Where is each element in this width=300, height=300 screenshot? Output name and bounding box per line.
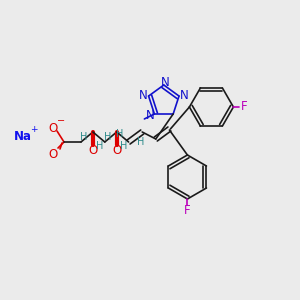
Text: H: H (96, 141, 103, 151)
Text: H: H (136, 137, 144, 147)
Text: N: N (180, 88, 188, 102)
Text: O: O (48, 148, 58, 160)
Text: N: N (139, 88, 148, 102)
Text: F: F (184, 203, 191, 217)
Text: H: H (80, 132, 88, 142)
Text: O: O (88, 145, 98, 158)
Text: N: N (160, 76, 169, 88)
Text: +: + (30, 125, 38, 134)
Text: Na: Na (14, 130, 32, 143)
Text: H: H (116, 129, 123, 139)
Text: O: O (112, 145, 121, 158)
Text: F: F (241, 100, 248, 113)
Text: N: N (146, 110, 155, 122)
Text: −: − (57, 116, 65, 126)
Text: H: H (120, 141, 127, 151)
Text: H: H (104, 132, 111, 142)
Text: O: O (48, 122, 58, 134)
